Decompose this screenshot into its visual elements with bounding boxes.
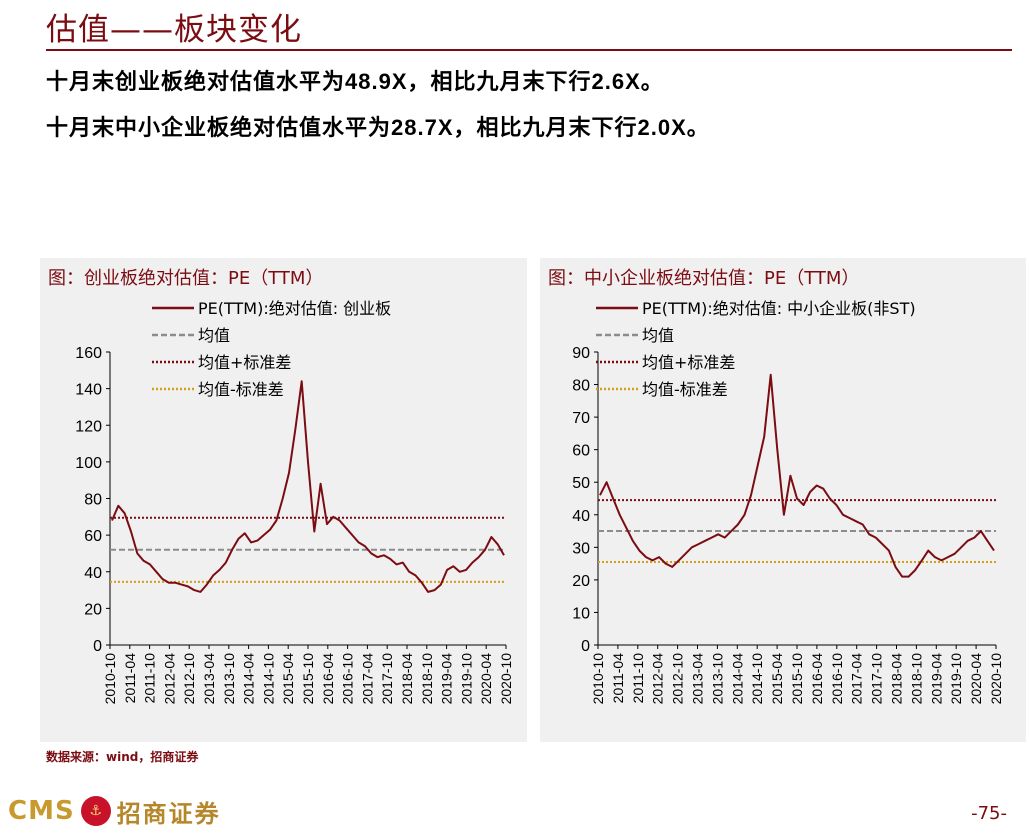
- x-tick-label: 2019-10: [458, 653, 474, 705]
- y-tick-label: 40: [572, 508, 590, 525]
- legend-label: 均值+标准差: [642, 353, 735, 372]
- x-tick-label: 2020-04: [478, 653, 494, 705]
- x-tick-label: 2013-04: [201, 653, 217, 705]
- y-tick-label: 140: [75, 382, 102, 399]
- x-tick-label: 2016-04: [809, 653, 825, 705]
- chart-title: 图：中小企业板绝对估值：PE（TTM）: [548, 268, 860, 289]
- data-source: 数据来源：wind，招商证券: [46, 750, 199, 764]
- x-tick-label: 2014-04: [729, 653, 745, 705]
- y-tick-label: 30: [572, 540, 590, 557]
- company-logo: CMS ⚓ 招商证券: [8, 793, 221, 829]
- x-tick-label: 2010-10: [590, 653, 606, 705]
- legend-label: 均值: [642, 326, 674, 345]
- legend-label: 均值-标准差: [198, 380, 284, 399]
- logo-emblem-icon: ⚓: [80, 796, 111, 826]
- logo-cms-text: CMS: [8, 796, 75, 826]
- page-number: -75-: [971, 803, 1007, 824]
- y-tick-label: 160: [75, 345, 102, 362]
- summary-line-1-value-b: 2.6X: [591, 69, 641, 94]
- x-tick-label: 2014-04: [241, 653, 257, 705]
- x-tick-label: 2017-04: [849, 653, 865, 705]
- x-tick-label: 2017-10: [869, 653, 885, 705]
- summary-line-2-end: 。: [686, 116, 710, 141]
- x-tick-label: 2012-10: [670, 653, 686, 705]
- y-tick-label: 100: [75, 455, 102, 472]
- x-tick-label: 2012-04: [161, 653, 177, 705]
- x-tick-label: 2015-04: [280, 653, 296, 705]
- x-tick-label: 2020-10: [498, 653, 514, 705]
- chart-chinext: 0 20 40 60 80 100 120 140 160 2010-10 2011-04 2011-…: [75, 299, 514, 705]
- x-tick-label: 2020-10: [988, 653, 1004, 705]
- x-tick-label: 2018-10: [908, 653, 924, 705]
- page-title: 估值——板块变化: [46, 12, 302, 48]
- legend-label: 均值: [198, 326, 230, 345]
- x-tick-label: 2012-04: [650, 653, 666, 705]
- summary-line-1-value-a: 48.9X: [345, 69, 408, 94]
- x-tick-label: 2019-04: [928, 653, 944, 705]
- x-tick-label: 2013-10: [221, 653, 237, 705]
- x-tick-label: 2011-04: [610, 653, 626, 704]
- y-tick-label: 80: [84, 492, 102, 509]
- x-tick-label: 2017-04: [359, 653, 375, 705]
- legend-label: 均值-标准差: [642, 380, 728, 399]
- logo-company-name: 招商证券: [116, 799, 221, 828]
- chart-panel-chinext: 图：创业板绝对估值：PE（TTM） 0 20 40 60 80 100 120 140 160 2…: [40, 258, 527, 742]
- x-tick-label: 2016-10: [340, 653, 356, 705]
- title-divider: [46, 49, 1012, 51]
- x-tick-label: 2015-10: [789, 653, 805, 705]
- x-tick-label: 2018-04: [399, 653, 415, 705]
- y-tick-label: 80: [572, 378, 590, 395]
- x-tick-label: 2014-10: [749, 653, 765, 705]
- summary-line-2-text-b: ，相比九月末下行: [453, 116, 638, 141]
- x-tick-label: 2017-10: [379, 653, 395, 705]
- x-tick-label: 2011-04: [122, 653, 138, 704]
- x-tick-label: 2010-10: [102, 653, 118, 705]
- x-tick-label: 2011-10: [142, 653, 158, 704]
- x-tick-label: 2019-04: [439, 653, 455, 705]
- legend-label: 均值+标准差: [198, 353, 291, 372]
- x-tick-label: 2018-10: [419, 653, 435, 705]
- pe-series-line: [599, 373, 995, 578]
- x-tick-label: 2013-04: [690, 653, 706, 705]
- y-tick-label: 120: [75, 418, 102, 435]
- x-tick-label: 2013-10: [709, 653, 725, 705]
- x-tick-label: 2014-10: [260, 653, 276, 705]
- x-tick-label: 2020-04: [968, 653, 984, 705]
- y-tick-label: 60: [572, 443, 590, 460]
- summary-line-1: 十月末创业板绝对估值水平为48.9X，相比九月末下行2.6X。: [46, 64, 664, 96]
- summary-line-2-value-b: 2.0X: [637, 115, 687, 140]
- summary-line-1-text-b: ，相比九月末下行: [407, 70, 592, 95]
- x-tick-label: 2015-04: [769, 653, 785, 705]
- x-tick-label: 2011-10: [630, 653, 646, 704]
- y-tick-label: 50: [572, 475, 590, 492]
- y-tick-label: 90: [572, 345, 590, 362]
- y-tick-label: 60: [84, 528, 102, 545]
- x-tick-label: 2016-10: [829, 653, 845, 705]
- x-tick-label: 2018-04: [889, 653, 905, 705]
- legend-label: PE(TTM):绝对估值: 创业板: [198, 299, 391, 318]
- summary-line-1-text-a: 十月末创业板绝对估值水平为: [46, 70, 346, 95]
- x-tick-label: 2019-10: [948, 653, 964, 705]
- y-tick-label: 20: [84, 601, 102, 618]
- x-tick-label: 2015-10: [300, 653, 316, 705]
- chart-panel-sme: 图：中小企业板绝对估值：PE（TTM） 0 10 20 30 40 50 60 70 80 90 2…: [540, 258, 1026, 742]
- y-tick-label: 0: [581, 638, 590, 655]
- y-tick-label: 20: [572, 573, 590, 590]
- x-tick-label: 2012-10: [181, 653, 197, 705]
- y-tick-label: 40: [84, 565, 102, 582]
- summary-line-2: 十月末中小企业板绝对估值水平为28.7X，相比九月末下行2.0X。: [46, 110, 710, 142]
- chart-sme: 0 10 20 30 40 50 60 70 80 90 2010-10 2011-04 2011-10…: [572, 299, 1004, 705]
- x-tick-label: 2016-04: [320, 653, 336, 705]
- summary-line-1-end: 。: [640, 70, 664, 95]
- y-tick-label: 0: [93, 638, 102, 655]
- y-tick-label: 70: [572, 410, 590, 427]
- summary-line-2-value-a: 28.7X: [391, 115, 454, 140]
- legend-label: PE(TTM):绝对估值: 中小企业板(非ST): [642, 299, 916, 318]
- summary-line-2-text-a: 十月末中小企业板绝对估值水平为: [46, 116, 392, 141]
- chart-title: 图：创业板绝对估值：PE（TTM）: [48, 268, 324, 289]
- pe-series-line: [111, 380, 505, 593]
- y-tick-label: 10: [572, 605, 590, 622]
